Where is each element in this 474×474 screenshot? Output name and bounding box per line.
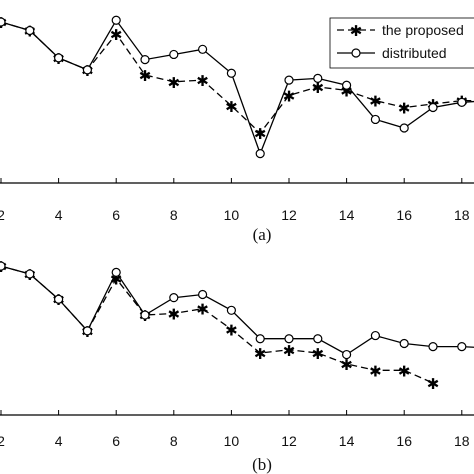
data-point	[313, 334, 323, 344]
data-point: ✱	[196, 72, 209, 90]
data-point	[342, 349, 352, 360]
series-distributed	[0, 261, 474, 360]
data-point: ✱	[312, 345, 325, 363]
x-tick-label: 14	[339, 433, 355, 449]
data-point	[198, 44, 208, 54]
data-point	[53, 294, 64, 304]
data-point	[226, 305, 236, 315]
data-point: ✱	[225, 98, 238, 116]
series-proposed: ✱✱✱✱✱✱✱✱✱✱✱✱✱✱✱✱	[0, 258, 439, 393]
data-point	[399, 123, 409, 133]
data-point	[399, 338, 409, 349]
x-tick-label: 10	[224, 433, 240, 449]
series-distributed	[0, 15, 474, 159]
x-tick-label: 18	[454, 433, 470, 449]
data-point: ✱	[312, 79, 325, 97]
data-point	[313, 73, 323, 84]
data-point	[226, 68, 236, 78]
data-point	[111, 15, 121, 25]
data-point: ✱	[168, 74, 181, 92]
data-point	[82, 65, 93, 75]
panel-caption: (b)	[252, 455, 272, 474]
data-point	[428, 342, 438, 352]
data-point	[255, 149, 265, 159]
data-point: ✱	[398, 99, 411, 117]
x-tick-label: 14	[339, 207, 355, 223]
data-point: ✱	[340, 356, 353, 374]
data-point: ✱	[283, 88, 296, 106]
data-point	[169, 293, 179, 303]
data-point	[53, 53, 64, 63]
legend-label: distributed	[382, 45, 447, 61]
data-point	[0, 17, 6, 27]
x-tick-label: 4	[55, 433, 63, 449]
data-point	[0, 261, 6, 271]
data-point: ✱	[398, 362, 411, 380]
data-point: ✱	[139, 67, 152, 85]
x-tick-label: 8	[170, 207, 178, 223]
x-tick-label: 4	[55, 207, 63, 223]
data-point: ✱	[168, 305, 181, 323]
legend-marker: ✱	[350, 22, 363, 40]
data-point: ✱	[427, 375, 440, 393]
data-point	[255, 334, 265, 344]
chart-panel-a: 24681012141618(a)✱✱✱✱✱✱✱✱✱✱✱✱✱✱✱✱✱✱✱the …	[0, 14, 474, 244]
legend-marker	[351, 48, 361, 58]
x-tick-label: 10	[224, 207, 240, 223]
x-tick-label: 2	[0, 207, 5, 223]
x-tick-label: 6	[112, 433, 120, 449]
data-point	[428, 102, 438, 113]
legend: ✱ the proposed distributed	[329, 17, 474, 69]
series-line	[0, 265, 474, 356]
series-line	[0, 19, 474, 156]
data-point	[140, 310, 150, 320]
data-point	[169, 49, 179, 60]
x-tick-label: 16	[396, 433, 412, 449]
data-point: ✱	[369, 93, 382, 111]
legend-label: the proposed	[382, 22, 464, 38]
data-point	[82, 326, 93, 336]
x-tick-label: 12	[281, 207, 297, 223]
data-point	[198, 289, 208, 300]
data-point	[140, 54, 150, 65]
data-point: ✱	[110, 26, 123, 44]
x-tick-label: 12	[281, 433, 297, 449]
legend-box	[329, 17, 474, 69]
x-tick-label: 16	[396, 207, 412, 223]
data-point: ✱	[369, 362, 382, 380]
x-tick-label: 6	[112, 207, 120, 223]
data-point: ✱	[283, 342, 296, 360]
data-point	[284, 75, 294, 85]
data-point	[25, 25, 35, 36]
panel-caption: (a)	[253, 225, 272, 244]
data-point	[342, 80, 352, 90]
data-point: ✱	[196, 301, 209, 319]
data-point	[284, 334, 294, 344]
x-tick-label: 8	[170, 433, 178, 449]
data-point: ✱	[225, 321, 238, 339]
series-line	[0, 21, 474, 135]
x-tick-label: 2	[0, 433, 5, 449]
data-point: ✱	[254, 345, 267, 363]
data-point	[370, 330, 380, 341]
data-point	[457, 97, 467, 107]
x-tick-label: 18	[454, 207, 470, 223]
data-point: ✱	[254, 125, 267, 143]
data-point	[370, 114, 380, 125]
data-point	[457, 342, 467, 352]
data-point	[25, 269, 35, 279]
data-point	[111, 267, 121, 277]
